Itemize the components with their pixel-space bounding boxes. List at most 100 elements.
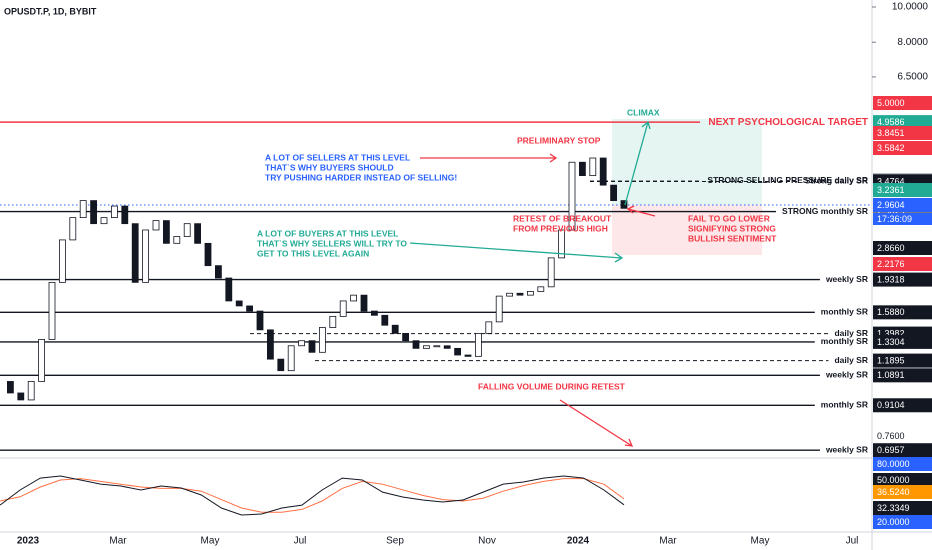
ma-line bbox=[0, 478, 625, 513]
level-price-tag: 1.9318 bbox=[877, 274, 905, 284]
candle bbox=[7, 381, 14, 394]
level-price-tag-bg bbox=[873, 272, 932, 287]
level-label: Strong daily SR bbox=[805, 176, 868, 186]
candle bbox=[599, 157, 607, 186]
candle bbox=[454, 347, 462, 356]
candle bbox=[111, 205, 118, 218]
price-tag-bg bbox=[873, 96, 932, 110]
rsi-line bbox=[0, 475, 625, 516]
x-tick-label: Mar bbox=[659, 536, 677, 547]
x-tick-label: Jul bbox=[846, 536, 859, 547]
candle bbox=[537, 286, 545, 292]
arrow bbox=[409, 242, 624, 263]
price-tag-bg bbox=[873, 183, 932, 197]
level-label: monthly SR bbox=[821, 307, 868, 317]
candle bbox=[558, 229, 565, 259]
price-tag-bg bbox=[873, 429, 932, 443]
candle bbox=[350, 294, 358, 302]
arrows bbox=[409, 120, 656, 447]
candle bbox=[589, 157, 597, 177]
level-price-tag: 1.0891 bbox=[877, 370, 905, 380]
candle bbox=[121, 205, 129, 225]
candle bbox=[298, 340, 306, 347]
level-price-tag-bg bbox=[873, 368, 932, 383]
level-label: weekly SR bbox=[825, 274, 868, 284]
level-price-tag: 0.9104 bbox=[877, 400, 905, 410]
level-label: weekly SR bbox=[825, 370, 868, 380]
candle bbox=[48, 281, 56, 340]
candle bbox=[183, 223, 191, 237]
candle bbox=[162, 220, 170, 244]
candle bbox=[506, 292, 514, 297]
candle bbox=[370, 310, 378, 316]
candle bbox=[443, 345, 451, 349]
level-label: daily SR bbox=[834, 355, 868, 365]
candle bbox=[38, 339, 45, 382]
price-tag: 5.0000 bbox=[877, 98, 905, 108]
candle bbox=[360, 294, 368, 312]
arrow bbox=[626, 205, 656, 217]
x-tick-label: 2024 bbox=[567, 536, 590, 547]
x-tick-label: Sep bbox=[386, 536, 404, 547]
price-tag: 3.2361 bbox=[877, 185, 905, 195]
oscillator-tag: 36.5240 bbox=[877, 487, 910, 497]
annotation: GET TO THIS LEVEL AGAIN bbox=[257, 248, 369, 258]
candle bbox=[235, 300, 243, 307]
countdown-bg bbox=[873, 213, 932, 225]
level-label: monthly SR bbox=[821, 400, 868, 410]
candle bbox=[131, 223, 139, 283]
oscillator-tag-bg bbox=[873, 501, 932, 515]
y-tick-label: 6.5000 bbox=[897, 72, 928, 83]
candle bbox=[339, 300, 347, 317]
price-tag-bg bbox=[873, 241, 932, 255]
level-label: daily SR bbox=[834, 328, 868, 338]
oscillator-tag: 50.0000 bbox=[877, 475, 910, 485]
annotation: A LOT OF SELLERS AT THIS LEVEL bbox=[265, 152, 410, 162]
price-tag: 0.7600 bbox=[877, 431, 905, 441]
candle bbox=[474, 332, 482, 357]
drawing-layer bbox=[0, 121, 829, 451]
candle bbox=[27, 381, 35, 401]
arrow bbox=[624, 120, 651, 206]
price-tag: 2.2176 bbox=[877, 259, 905, 269]
candle bbox=[256, 310, 264, 331]
oscillator-tag-bg bbox=[873, 515, 932, 529]
price-tag: 3.5842 bbox=[877, 143, 905, 153]
candle bbox=[318, 327, 326, 353]
candle bbox=[225, 277, 233, 302]
arrow bbox=[559, 399, 634, 447]
level-price-tag: 1.3304 bbox=[877, 337, 905, 347]
price-tag: 2.9604 bbox=[877, 200, 905, 210]
candle bbox=[391, 324, 399, 334]
candle bbox=[527, 291, 534, 296]
annotation: FROM PREVIOUS HIGH bbox=[513, 223, 608, 233]
annotation: THAT`S WHY BUYERS SHOULD bbox=[265, 162, 394, 172]
candle bbox=[246, 305, 254, 312]
oscillator-tag-bg bbox=[873, 457, 932, 471]
candle bbox=[568, 161, 576, 231]
price-tag-bg bbox=[873, 126, 932, 140]
annotation: PRELIMINARY STOP bbox=[517, 135, 601, 145]
candle bbox=[329, 315, 337, 328]
candle bbox=[100, 217, 108, 225]
level-label: weekly SR bbox=[825, 444, 868, 454]
candle bbox=[90, 200, 97, 225]
level-price-tag: 4.9586 bbox=[877, 117, 905, 127]
y-tick-label: 10.0000 bbox=[892, 2, 929, 13]
oscillator-tag-bg bbox=[873, 485, 932, 499]
x-tick-label: May bbox=[751, 536, 770, 547]
price-tag: 2.8660 bbox=[877, 243, 905, 253]
candle bbox=[610, 184, 617, 201]
x-tick-label: Mar bbox=[109, 536, 127, 547]
annotation: CLIMAX bbox=[627, 107, 660, 117]
candle bbox=[547, 257, 555, 288]
candle bbox=[516, 292, 524, 296]
candle bbox=[433, 345, 441, 348]
oscillator-tag: 20.0000 bbox=[877, 517, 910, 527]
candle bbox=[579, 161, 586, 177]
price-tag-bg bbox=[873, 257, 932, 271]
y-tick-label: 8.0000 bbox=[897, 37, 928, 48]
oscillator-tag: 80.0000 bbox=[877, 459, 910, 469]
